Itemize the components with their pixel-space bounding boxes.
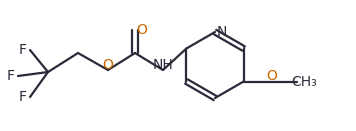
Text: O: O <box>137 23 147 37</box>
Text: N: N <box>217 25 227 39</box>
Text: NH: NH <box>153 58 173 72</box>
Text: F: F <box>7 69 15 83</box>
Text: O: O <box>103 58 114 72</box>
Text: O: O <box>266 70 277 83</box>
Text: CH₃: CH₃ <box>292 75 318 89</box>
Text: F: F <box>19 43 27 57</box>
Text: F: F <box>19 90 27 104</box>
